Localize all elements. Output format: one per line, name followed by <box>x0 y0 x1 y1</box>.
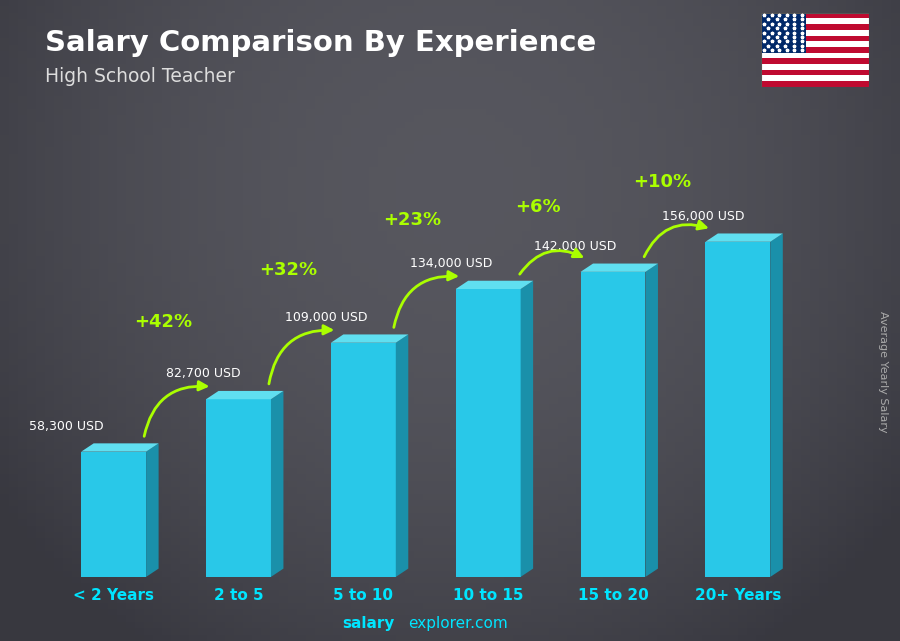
Polygon shape <box>396 335 409 577</box>
Text: 142,000 USD: 142,000 USD <box>535 240 617 253</box>
Text: +42%: +42% <box>134 313 192 331</box>
Bar <box>760 13 806 53</box>
Bar <box>760 69 868 75</box>
Bar <box>706 242 770 577</box>
Bar <box>760 75 868 81</box>
Bar <box>760 47 868 53</box>
Text: +23%: +23% <box>383 211 442 229</box>
Text: explorer.com: explorer.com <box>409 617 508 631</box>
Bar <box>760 19 868 24</box>
Text: +6%: +6% <box>515 198 561 216</box>
Polygon shape <box>331 335 409 343</box>
Polygon shape <box>455 281 533 289</box>
Bar <box>455 289 520 577</box>
Bar <box>760 13 868 19</box>
Bar <box>760 24 868 30</box>
Bar <box>760 58 868 64</box>
Text: +32%: +32% <box>258 261 317 279</box>
Polygon shape <box>706 233 783 242</box>
Bar <box>81 452 146 577</box>
Bar <box>760 30 868 35</box>
Text: High School Teacher: High School Teacher <box>45 67 235 87</box>
Text: 109,000 USD: 109,000 USD <box>284 311 367 324</box>
Bar <box>206 399 271 577</box>
Bar <box>760 41 868 47</box>
Text: 156,000 USD: 156,000 USD <box>662 210 744 222</box>
Polygon shape <box>645 263 658 577</box>
Text: 134,000 USD: 134,000 USD <box>410 257 492 270</box>
Text: Average Yearly Salary: Average Yearly Salary <box>878 311 887 433</box>
Polygon shape <box>206 391 284 399</box>
Bar <box>760 35 868 41</box>
Bar <box>760 64 868 69</box>
Polygon shape <box>580 263 658 272</box>
Polygon shape <box>146 444 158 577</box>
Polygon shape <box>81 444 158 452</box>
Text: 82,700 USD: 82,700 USD <box>166 367 241 380</box>
Text: salary: salary <box>342 617 394 631</box>
Bar <box>331 343 396 577</box>
Polygon shape <box>520 281 533 577</box>
Text: Salary Comparison By Experience: Salary Comparison By Experience <box>45 29 596 57</box>
Bar <box>760 81 868 87</box>
Bar <box>580 272 645 577</box>
Text: +10%: +10% <box>634 172 691 190</box>
Text: 58,300 USD: 58,300 USD <box>29 420 104 433</box>
Polygon shape <box>271 391 284 577</box>
Bar <box>760 53 868 58</box>
Polygon shape <box>770 233 783 577</box>
